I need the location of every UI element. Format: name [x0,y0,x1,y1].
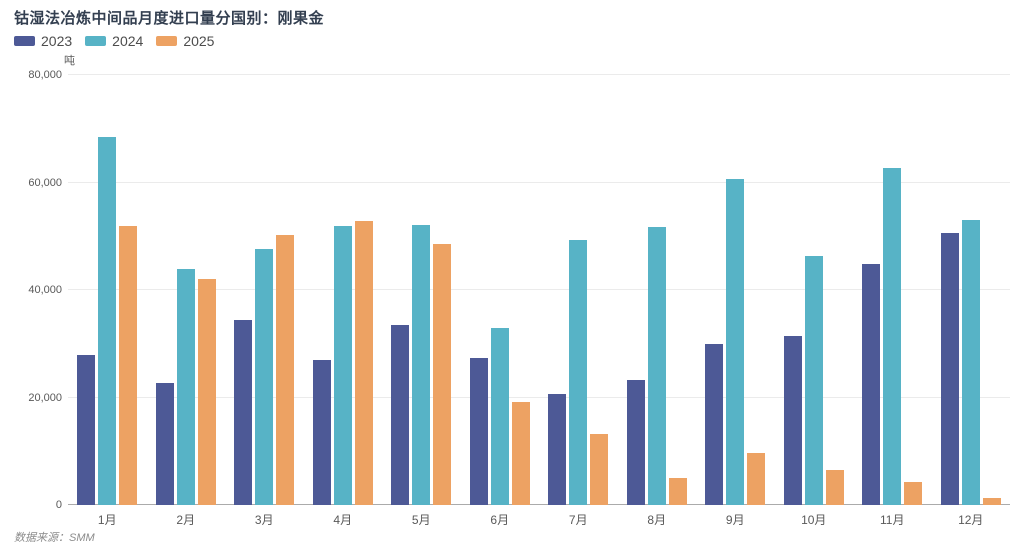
bar-group-11月 [853,75,932,505]
bar-2024-6月[interactable] [490,328,509,505]
bar-group-8月 [618,75,697,505]
bar-2024-3月[interactable] [255,248,274,505]
x-tick-label-9月: 9月 [725,513,745,527]
bar-group-4月 [304,75,383,505]
plot-area [68,74,1011,505]
y-axis-unit-label: 吨 [64,55,75,67]
y-tick-label-80,000: 80,000 [28,69,62,81]
x-tick-label-2月: 2月 [176,513,196,527]
gridline-20000 [68,396,1010,398]
gridline-60000 [68,181,1010,183]
bar-2025-9月[interactable] [747,453,766,505]
bar-2023-10月[interactable] [783,335,802,505]
gridline-80000 [68,74,1010,75]
bar-group-3月 [225,75,304,505]
bar-2025-10月[interactable] [825,470,844,505]
bar-group-9月 [696,75,775,505]
bar-2023-5月[interactable] [391,324,410,505]
y-tick-label-40,000: 40,000 [28,284,62,296]
bar-2024-8月[interactable] [647,227,666,505]
y-tick-label-20,000: 20,000 [28,391,62,404]
bar-2025-11月[interactable] [904,482,923,505]
bar-2025-3月[interactable] [276,234,295,505]
bar-2023-11月[interactable] [862,264,881,505]
x-tick-label-12月: 12月 [958,513,984,527]
bar-2023-2月[interactable] [155,383,174,505]
bar-2025-4月[interactable] [354,221,373,505]
bar-2025-6月[interactable] [511,401,530,505]
y-tick-label-0: 0 [55,499,62,511]
bar-2023-7月[interactable] [548,394,567,505]
x-axis-line [68,504,1010,505]
bar-group-1月 [68,75,147,505]
bar-2023-4月[interactable] [312,359,331,505]
x-tick-label-8月: 8月 [647,513,667,527]
x-tick-label-4月: 4月 [333,513,353,527]
bar-2024-1月[interactable] [98,136,117,505]
bar-2024-11月[interactable] [883,168,902,505]
chart-title: 钴湿法冶炼中间品月度进口量分国别：刚果金 [14,10,325,27]
bar-2024-5月[interactable] [412,224,431,505]
bar-2025-5月[interactable] [433,244,452,505]
x-tick-label-10月: 10月 [801,513,827,527]
legend-label: 2024 [112,33,144,49]
bar-group-12月 [932,75,1011,505]
bar-group-5月 [382,75,461,505]
legend-item-2024[interactable]: 2024 [85,33,143,49]
bar-2025-7月[interactable] [590,434,609,505]
legend-item-2025[interactable]: 2025 [156,33,214,49]
gridline-40000 [68,289,1010,290]
bar-2024-4月[interactable] [333,225,352,505]
bar-2023-6月[interactable] [469,358,488,505]
bar-2023-9月[interactable] [705,343,724,505]
bar-2023-8月[interactable] [626,380,645,505]
legend-item-2023[interactable]: 2023 [14,33,72,49]
bar-2024-2月[interactable] [176,268,195,505]
bar-2024-10月[interactable] [804,256,823,505]
bar-2025-12月[interactable] [982,498,1001,505]
legend-swatch-2025 [156,36,178,46]
x-tick-label-6月: 6月 [490,513,510,527]
bar-group-7月 [539,75,618,505]
legend-label: 2023 [41,33,73,49]
x-tick-label-7月: 7月 [568,513,588,527]
bar-2024-12月[interactable] [961,219,980,505]
bar-2023-12月[interactable] [940,232,959,505]
legend: 2023 2024 2025 [14,33,214,49]
x-tick-label-1月: 1月 [97,513,117,527]
bar-group-2月 [147,75,226,505]
bar-group-6月 [461,75,540,505]
bar-2024-9月[interactable] [726,178,745,505]
x-tick-label-3月: 3月 [254,513,274,527]
legend-swatch-2023 [14,36,35,46]
x-tick-label-11月: 11月 [880,513,905,527]
bar-2025-2月[interactable] [197,279,216,505]
data-source: 数据来源：SMM [14,532,95,544]
bar-2025-8月[interactable] [668,478,687,505]
x-tick-label-5月: 5月 [411,513,431,527]
bar-2023-3月[interactable] [234,319,253,505]
legend-label: 2025 [183,33,215,49]
bar-group-10月 [775,75,854,505]
legend-swatch-2024 [85,36,107,46]
bar-2025-1月[interactable] [119,225,138,505]
y-tick-label-60,000: 60,000 [28,176,62,189]
bar-2024-7月[interactable] [569,240,588,505]
bar-2023-1月[interactable] [77,354,96,505]
